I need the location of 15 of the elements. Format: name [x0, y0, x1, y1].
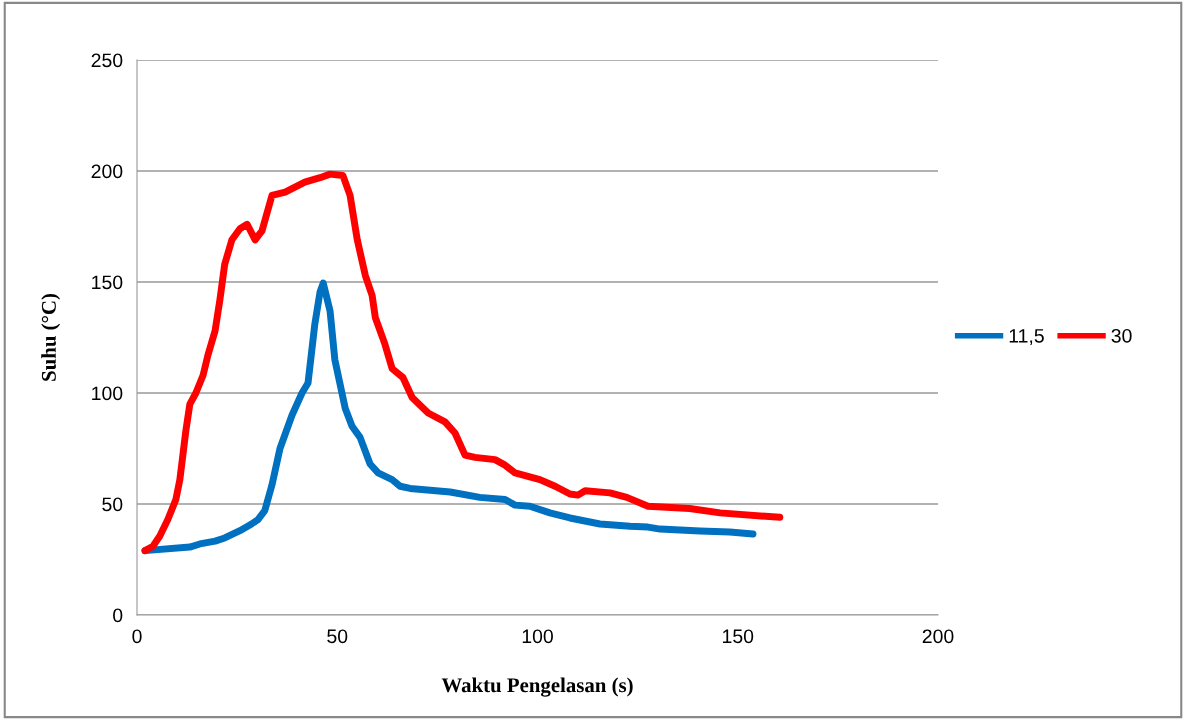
- y-tick-label: 200: [91, 164, 123, 179]
- y-axis-title: Suhu (°C): [41, 294, 61, 381]
- y-tick-label: 100: [92, 386, 123, 401]
- x-tick-label: 150: [723, 629, 754, 644]
- x-tick-label: 100: [522, 629, 553, 644]
- legend-label: 30: [1111, 328, 1132, 343]
- x-tick-label: 200: [922, 629, 954, 644]
- y-tick-label: 0: [113, 608, 123, 623]
- y-tick-label: 50: [102, 497, 123, 512]
- x-axis-title: Waktu Pengelasan (s): [441, 677, 633, 697]
- x-tick-label: 50: [327, 629, 348, 644]
- x-tick-label: 0: [132, 629, 142, 644]
- legend-label: 11,5: [1009, 329, 1044, 346]
- y-tick-label: 250: [91, 53, 123, 68]
- y-tick-label: 150: [92, 275, 123, 290]
